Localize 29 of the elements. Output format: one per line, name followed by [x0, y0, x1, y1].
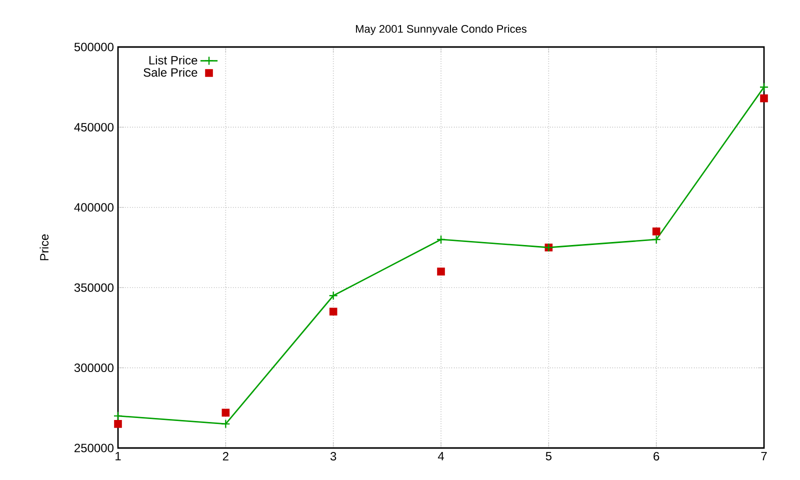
x-tick-label: 6	[654, 452, 660, 461]
point	[652, 234, 661, 244]
legend-label: Sale Price	[144, 68, 198, 77]
point	[437, 268, 445, 276]
point	[652, 228, 660, 236]
y-tick-label: 250000	[74, 444, 114, 452]
y-tick-label: 350000	[74, 283, 114, 292]
point	[329, 308, 338, 316]
point	[114, 420, 122, 428]
point	[222, 408, 230, 417]
y-axis-title: Price	[40, 234, 49, 260]
point	[328, 291, 338, 300]
x-tick-label: 3	[330, 452, 336, 461]
x-tick-label: 4	[438, 452, 444, 460]
y-tick-label: 400000	[74, 203, 114, 212]
y-tick-label: 450000	[74, 122, 114, 132]
legend-label: List Price	[149, 56, 198, 65]
point	[436, 234, 446, 244]
point	[759, 82, 769, 92]
x-tick-label: 2	[222, 452, 228, 460]
point	[760, 94, 768, 102]
y-tick-label: 300000	[74, 364, 114, 372]
x-tick-label: 1	[116, 452, 121, 460]
y-tick-label: 500000	[74, 42, 114, 52]
x-tick-label: 7	[761, 452, 767, 460]
point	[221, 419, 230, 429]
chart-title: May 2001 Sunnyvale Condo Prices	[356, 24, 526, 35]
point	[113, 411, 123, 421]
x-tick-label: 5	[546, 452, 552, 460]
